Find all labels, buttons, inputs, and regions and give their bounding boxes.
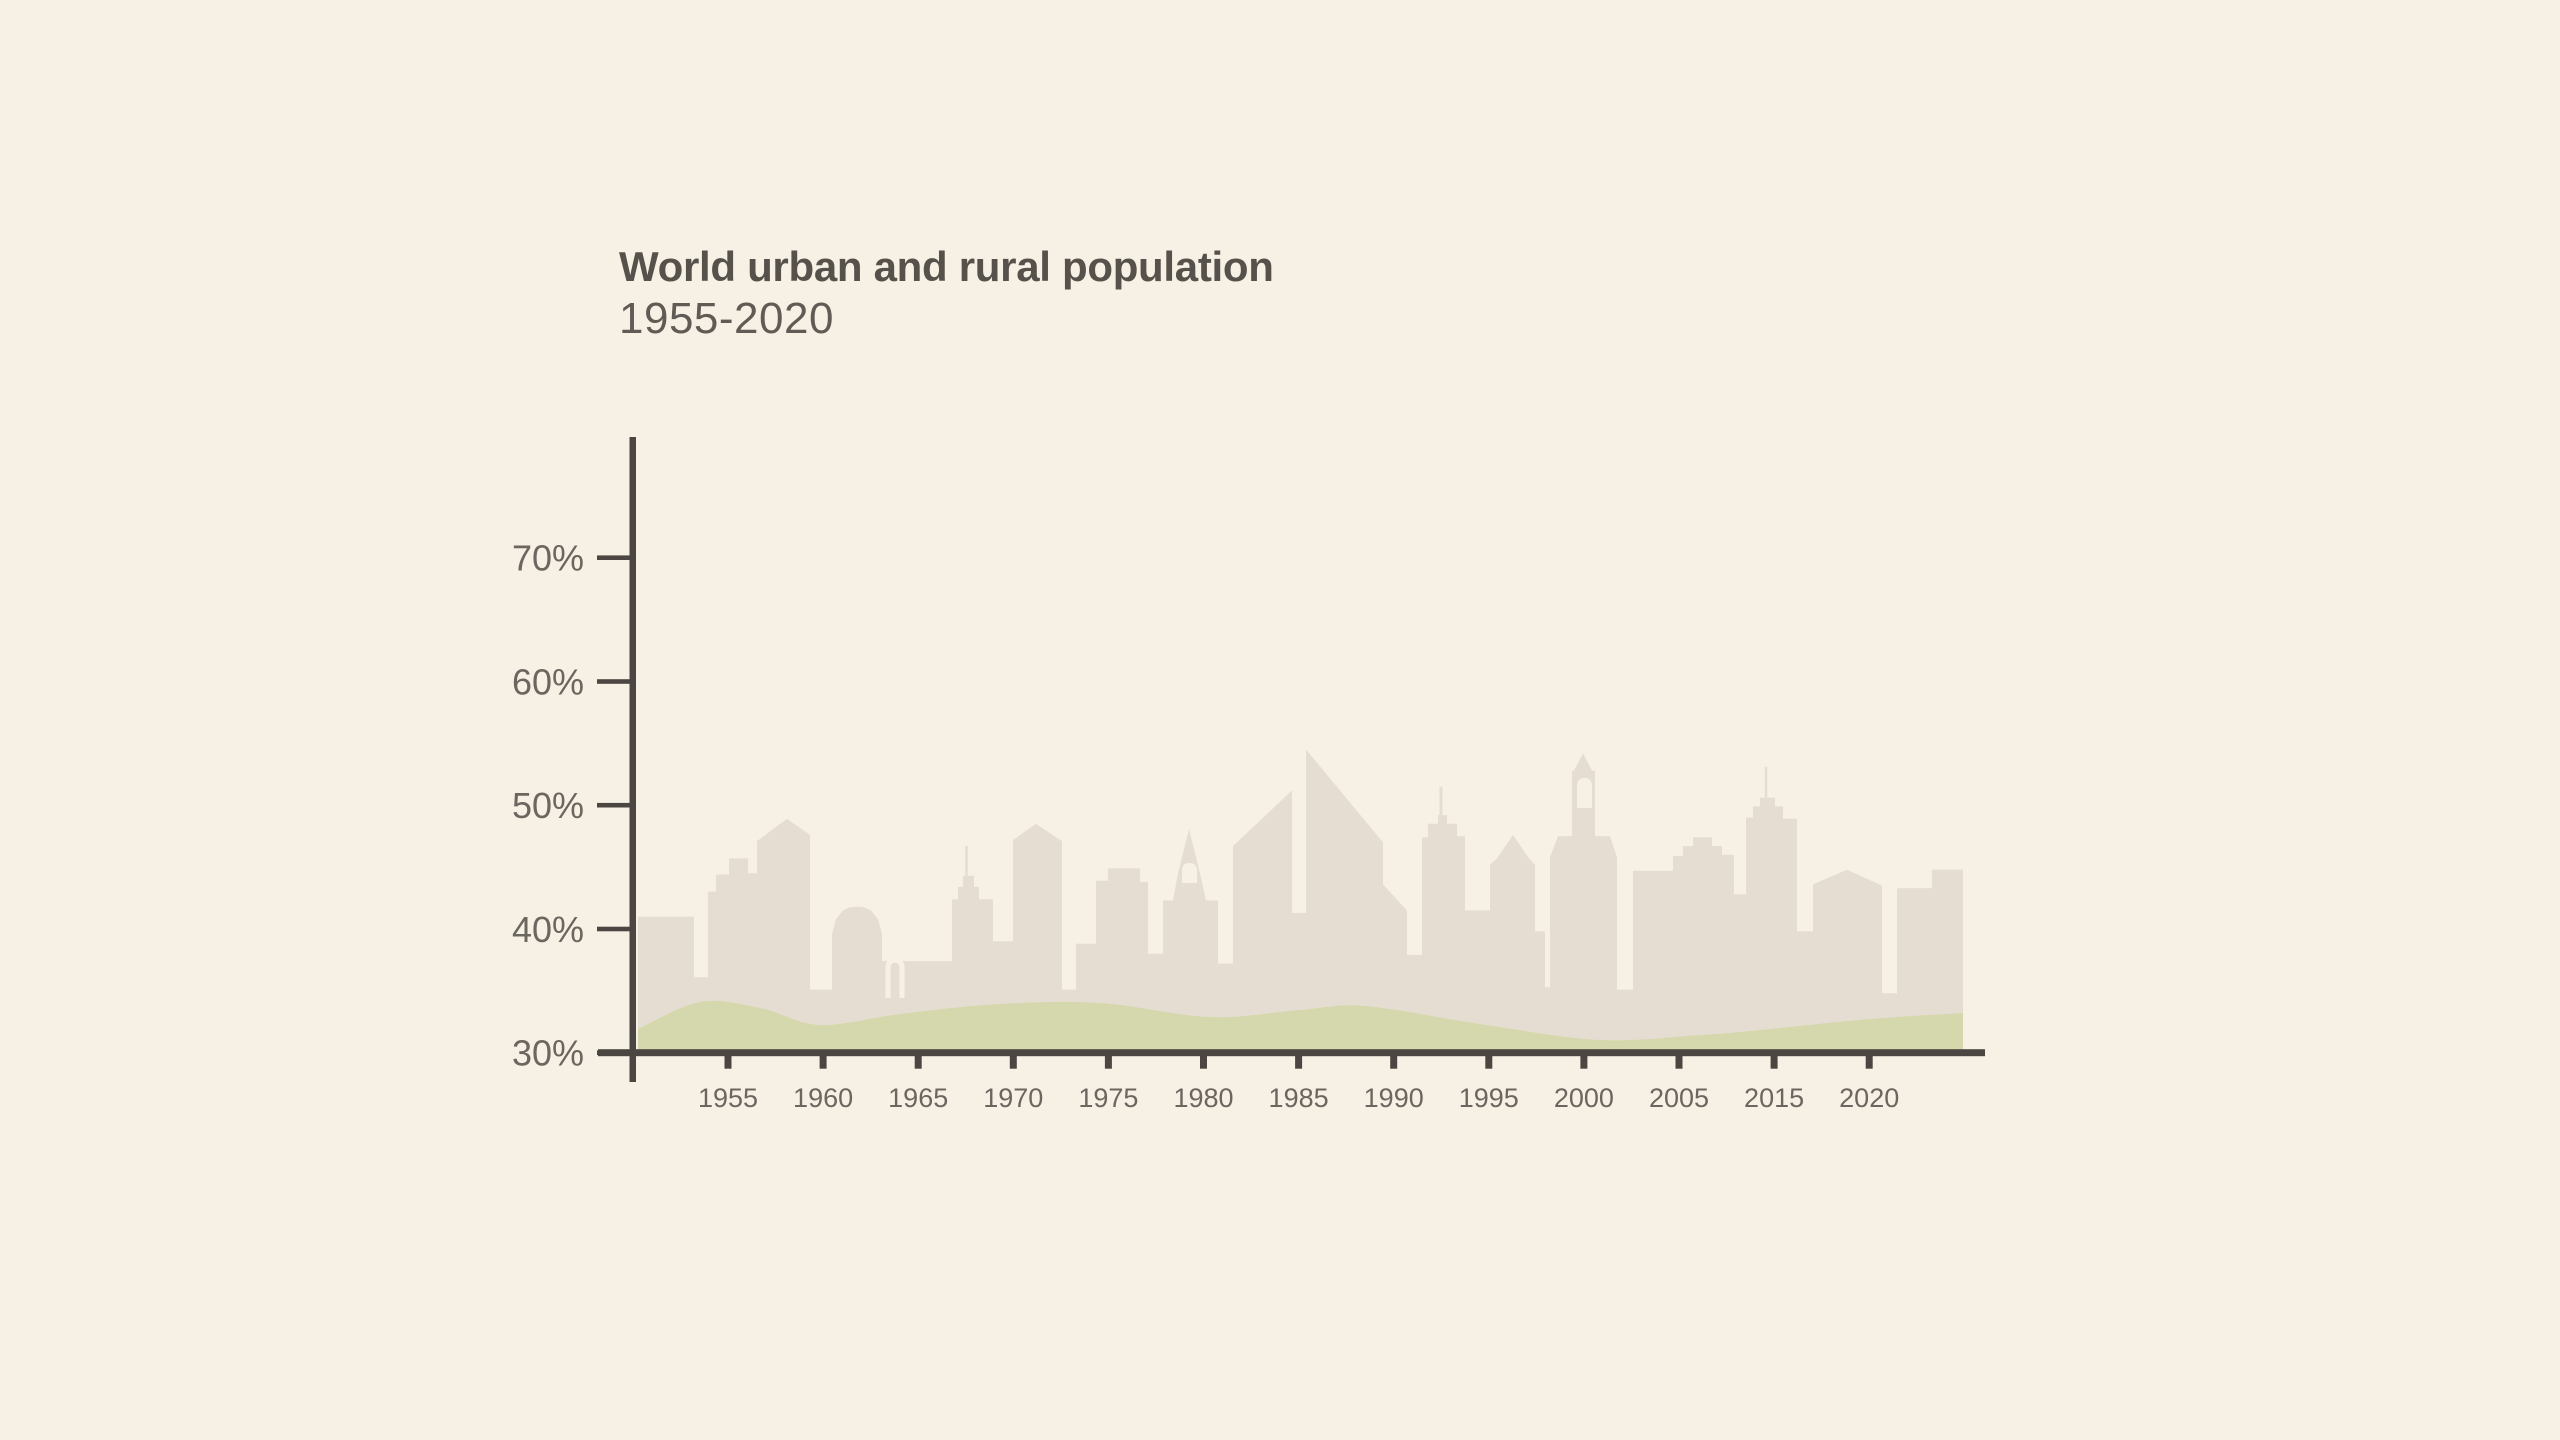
building-spire: [965, 846, 968, 876]
y-axis-tick: [597, 1050, 630, 1055]
page-subtitle: 1955-2020: [619, 294, 834, 343]
x-axis-tick: [1200, 1051, 1207, 1069]
building-spire: [1439, 786, 1443, 816]
x-axis-tick: [819, 1051, 827, 1069]
page-title: World urban and rural population: [619, 243, 1274, 290]
y-axis-tick: [597, 679, 630, 684]
x-axis-tick-label: 2000: [1554, 1083, 1614, 1113]
y-axis-tick-label: 60%: [512, 662, 584, 703]
x-axis-tick-label: 1985: [1269, 1083, 1329, 1113]
x-axis-tick: [914, 1051, 922, 1069]
x-axis-tick: [1295, 1051, 1303, 1069]
x-axis-tick-label: 1990: [1364, 1083, 1424, 1113]
x-axis-tick-label: 2005: [1649, 1083, 1709, 1113]
y-axis-tick: [597, 926, 630, 932]
x-axis-tick: [1770, 1051, 1778, 1069]
x-axis-tick: [1104, 1051, 1112, 1069]
x-axis-tick: [724, 1051, 732, 1069]
building-spire: [1764, 766, 1768, 798]
arch-monument: [885, 957, 905, 998]
tower-arch-window: [1182, 863, 1197, 883]
city-skyline-silhouette: [638, 749, 1963, 1053]
y-axis-tick-label: 50%: [512, 785, 584, 826]
x-axis-tick-label: 1980: [1173, 1083, 1233, 1113]
x-axis-tick-label: 1995: [1459, 1083, 1519, 1113]
x-axis-tick: [1390, 1051, 1398, 1069]
x-axis-tick-label: 1965: [888, 1083, 948, 1113]
x-axis-tick: [1009, 1051, 1017, 1069]
y-axis-tick-label: 70%: [512, 538, 584, 579]
x-axis-tick-label: 2020: [1839, 1083, 1899, 1113]
x-axis-tick: [1485, 1051, 1493, 1069]
y-axis-tick-label: 40%: [512, 909, 584, 950]
x-axis-line: [598, 1049, 1985, 1057]
tower-arch-window: [1577, 778, 1592, 808]
x-axis-tick-label: 1970: [983, 1083, 1043, 1113]
x-axis-tick: [1580, 1051, 1588, 1069]
x-axis-tick-label: 1975: [1078, 1083, 1138, 1113]
y-axis-tick: [597, 555, 630, 560]
x-axis-tick: [1675, 1051, 1683, 1069]
x-axis-tick-label: 1960: [793, 1083, 853, 1113]
x-axis-tick: [1865, 1051, 1873, 1069]
x-axis-tick-label: 1955: [698, 1083, 758, 1113]
x-axis-tick-label: 2015: [1744, 1083, 1804, 1113]
rural-hills-area: [638, 1000, 1963, 1053]
y-axis-tick-label: 30%: [512, 1033, 584, 1074]
y-axis-tick: [597, 802, 630, 808]
title-block: World urban and rural population: [619, 246, 1274, 288]
y-axis-line: [629, 437, 636, 1082]
